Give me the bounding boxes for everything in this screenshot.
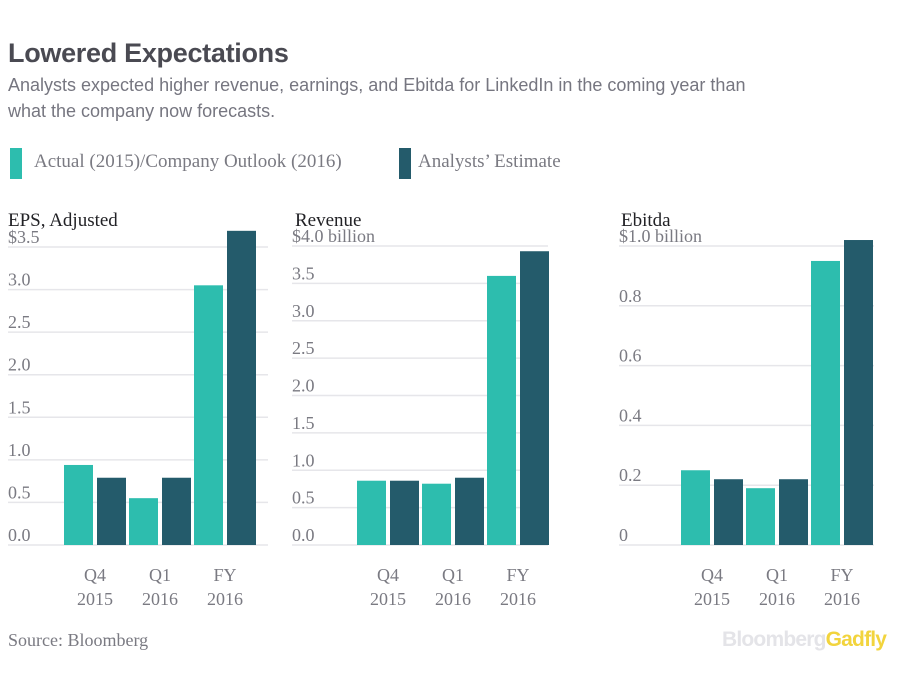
y-tick-label-1-5: 2.5 [8,312,31,332]
bar-2-2-1 [422,483,451,545]
x-tick-label-2-2-2: 2016 [435,589,471,609]
y-tick-label-1-2: 1.0 [8,440,31,460]
x-tick-label-1-2-2: 2016 [142,589,178,609]
x-tick-label-2-2-1: Q1 [442,565,464,585]
bar-2-1-1 [357,480,386,545]
x-tick-label-1-1-2: 2015 [77,589,113,609]
bar-1-2-2 [162,477,191,545]
y-tick-label-3-0: 0 [619,525,628,545]
y-tick-label-3-2: 0.4 [619,405,642,425]
bar-3-2-2 [779,479,808,545]
x-tick-label-2-1-1: Q4 [377,565,399,585]
y-tick-label-3-3: 0.6 [619,346,642,366]
legend-swatch-estimate [399,148,411,179]
brand-logo-part2: Gadfly [825,628,887,651]
x-tick-label-3-3-1: FY [830,565,853,585]
x-tick-label-3-2-1: Q1 [766,565,788,585]
legend: Actual (2015)/Company Outlook (2016) Ana… [0,148,900,182]
y-tick-label-1-4: 2.0 [8,355,31,375]
x-tick-label-1-3-1: FY [213,565,236,585]
bar-3-3-1 [811,260,840,545]
y-tick-label-1-7: $3.5 [8,227,40,247]
y-tick-label-1-6: 3.0 [8,270,31,290]
brand-logo-part1: Bloomberg [722,628,826,651]
y-tick-label-1-3: 1.5 [8,397,31,417]
y-tick-label-2-1: 0.5 [292,488,315,508]
y-tick-label-3-5: $1.0 billion [619,226,702,246]
y-tick-label-2-0: 0.0 [292,525,315,545]
bar-3-2-1 [746,488,775,545]
y-tick-label-2-2: 1.0 [292,450,315,470]
brand-logo: BloombergGadfly [722,628,887,652]
x-tick-label-1-1-1: Q4 [84,565,106,585]
y-tick-label-2-4: 2.0 [292,376,315,396]
y-tick-label-2-7: 3.5 [292,263,315,283]
x-tick-label-3-1-2: 2015 [694,589,730,609]
legend-label-actual: Actual (2015)/Company Outlook (2016) [34,151,342,172]
bar-1-3-1 [194,285,223,545]
chart-subtitle: Analysts expected higher revenue, earnin… [8,75,746,121]
bar-3-1-1 [681,470,710,545]
bar-3-3-2 [844,240,873,545]
y-tick-label-2-3: 1.5 [292,413,315,433]
bar-2-2-2 [455,477,484,545]
y-tick-label-2-6: 3.0 [292,301,315,321]
bar-1-1-1 [64,464,93,545]
bar-2-1-2 [390,480,419,545]
bar-1-1-2 [97,477,126,545]
panel-title-3: Ebitda [621,210,671,231]
x-tick-label-1-3-2: 2016 [207,589,243,609]
x-tick-label-3-3-2: 2016 [824,589,860,609]
legend-swatch-actual [10,148,22,179]
bar-3-1-2 [714,479,743,545]
y-tick-label-3-4: 0.8 [619,286,642,306]
y-tick-label-2-5: 2.5 [292,338,315,358]
bar-1-3-2 [227,230,256,545]
bar-1-2-1 [129,498,158,545]
charts-svg: EPS, Adjusted 0.0 0.5 1.0 1.5 2.0 2.5 3.0 $3.5 Q4… [8,210,874,609]
bar-2-3-2 [520,251,549,546]
x-tick-label-2-1-2: 2015 [370,589,406,609]
x-tick-label-1-2-1: Q1 [149,565,171,585]
x-tick-label-2-3-1: FY [506,565,529,585]
x-tick-label-2-3-2: 2016 [500,589,536,609]
x-tick-label-3-2-2: 2016 [759,589,795,609]
y-tick-label-1-1: 0.5 [8,482,31,502]
y-tick-label-2-8: $4.0 billion [292,226,375,246]
bar-2-3-1 [487,275,516,545]
chart-title: Lowered Expectations [8,38,289,68]
panel-title-1: EPS, Adjusted [8,210,118,231]
y-tick-label-1-0: 0.0 [8,525,31,545]
source-note: Source: Bloomberg [8,630,149,650]
y-tick-label-3-1: 0.2 [619,465,642,485]
x-tick-label-3-1-1: Q4 [701,565,723,585]
legend-label-estimate: Analysts’ Estimate [418,151,561,172]
panel-title-2: Revenue [295,210,361,231]
